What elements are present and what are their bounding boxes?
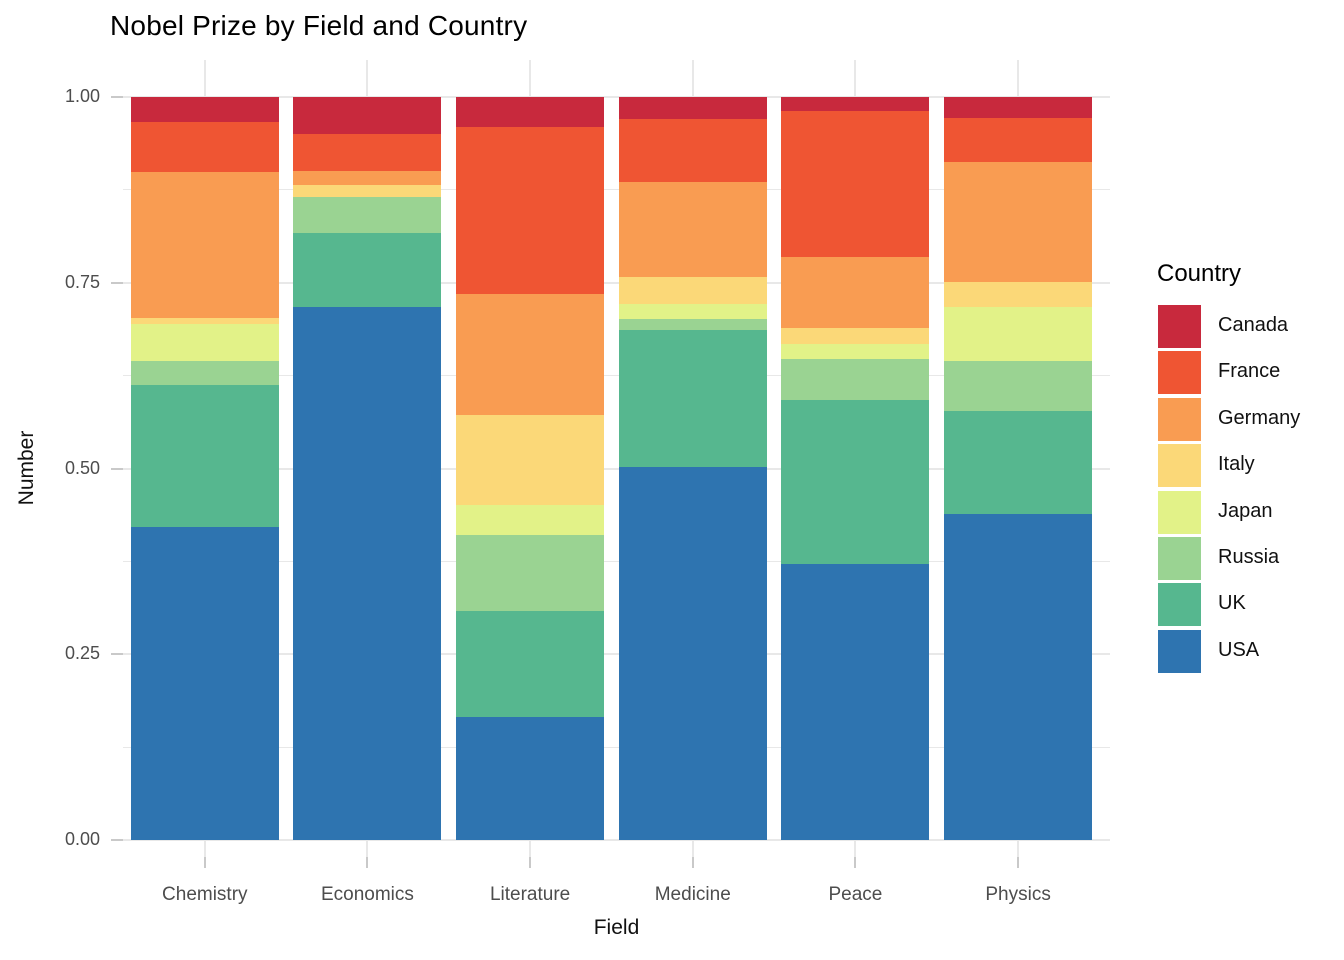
bar-segment-physics-usa: [944, 513, 1093, 840]
bar-segment-physics-uk: [944, 411, 1093, 514]
bar-segment-peace-italy: [781, 328, 930, 344]
bar-segment-economics-italy: [293, 184, 442, 198]
bar-segment-literature-usa: [456, 716, 605, 840]
legend-label-russia: Russia: [1218, 546, 1280, 568]
x-tick: [691, 857, 694, 868]
bar-segment-chemistry-germany: [130, 172, 279, 319]
legend-swatch-japan: [1158, 490, 1201, 534]
bar-segment-peace-canada: [781, 97, 930, 112]
gridline-minor-y: [123, 375, 1110, 377]
bar-segment-literature-france: [456, 126, 605, 294]
bar-segment-economics-uk: [293, 232, 442, 308]
bar-segment-literature-italy: [456, 415, 605, 505]
bar-segment-chemistry-russia: [130, 360, 279, 385]
gridline-major-y: [123, 653, 1110, 656]
bar-segment-chemistry-france: [130, 121, 279, 173]
bar-segment-medicine-germany: [618, 181, 767, 277]
plot-panel: [123, 60, 1110, 857]
legend-swatch-uk: [1158, 583, 1201, 627]
bar-segment-literature-russia: [456, 534, 605, 612]
y-tick: [111, 653, 123, 656]
bar-segment-medicine-usa: [618, 467, 767, 840]
bar-segment-physics-russia: [944, 360, 1093, 412]
y-tick: [111, 96, 123, 98]
bar-segment-chemistry-uk: [130, 384, 279, 528]
x-tick-label: Physics: [985, 884, 1051, 905]
gridline-major-y: [123, 467, 1110, 470]
legend-label-japan: Japan: [1218, 499, 1273, 522]
legend-swatch-france: [1158, 351, 1201, 395]
x-tick: [1017, 857, 1020, 868]
bar-segment-peace-uk: [781, 400, 930, 565]
bar-segment-literature-canada: [456, 97, 605, 127]
bar-segment-literature-germany: [456, 293, 605, 415]
y-tick-label: 0.00: [64, 829, 100, 849]
y-tick-label: 0.25: [64, 643, 100, 664]
legend-label-italy: Italy: [1218, 453, 1255, 476]
gridline-major-y: [123, 281, 1110, 284]
legend-label-germany: Germany: [1218, 406, 1301, 429]
gridline-minor-y: [123, 560, 1110, 562]
gridline-major-y: [123, 96, 1110, 98]
chart-title: Nobel Prize by Field and Country: [110, 10, 528, 41]
bar-segment-physics-germany: [944, 162, 1093, 282]
x-tick: [203, 857, 206, 868]
gridline-minor-y: [123, 746, 1110, 748]
bar-segment-economics-germany: [293, 170, 442, 185]
legend-swatch-russia: [1158, 537, 1201, 580]
bar-segment-physics-canada: [944, 97, 1093, 118]
legend-label-uk: UK: [1218, 592, 1246, 615]
x-tick: [366, 857, 369, 868]
x-axis-title: Field: [593, 916, 640, 939]
x-tick: [854, 857, 857, 868]
gridline-major-y: [123, 839, 1110, 841]
bar-segment-peace-france: [781, 111, 930, 257]
legend-label-france: France: [1218, 360, 1281, 383]
y-tick-label: 0.75: [64, 271, 100, 292]
bar-segment-economics-usa: [293, 307, 442, 840]
y-tick: [111, 467, 123, 470]
x-tick-label: Peace: [828, 884, 883, 905]
bar-segment-peace-usa: [781, 564, 930, 840]
x-tick-label: Chemistry: [162, 884, 248, 905]
bar-segment-economics-russia: [293, 197, 442, 233]
bar-segment-physics-japan: [944, 307, 1093, 361]
bar-segment-chemistry-canada: [130, 97, 279, 122]
bar-segment-chemistry-italy: [130, 318, 279, 325]
bar-segment-literature-uk: [456, 611, 605, 717]
legend-label-canada: Canada: [1218, 314, 1289, 336]
bar-segment-medicine-canada: [618, 97, 767, 119]
x-tick-label: Economics: [320, 884, 414, 905]
y-tick: [111, 281, 123, 284]
y-tick-label: 0.50: [64, 457, 100, 478]
bar-segment-physics-italy: [944, 282, 1093, 308]
bar-segment-economics-canada: [293, 97, 442, 135]
bar-segment-chemistry-usa: [130, 527, 279, 840]
bar-segment-medicine-russia: [618, 319, 767, 331]
legend-swatch-canada: [1158, 305, 1201, 348]
bar-segment-medicine-france: [618, 118, 767, 182]
legend-title: Country: [1157, 260, 1242, 287]
bar-segment-physics-france: [944, 117, 1093, 163]
bar-segment-peace-russia: [781, 358, 930, 401]
bar-segment-peace-japan: [781, 343, 930, 359]
gridline-minor-y: [123, 189, 1110, 191]
bar-segment-medicine-japan: [618, 303, 767, 320]
x-tick-label: Medicine: [654, 884, 731, 905]
bar-segment-literature-japan: [456, 504, 605, 535]
y-tick: [111, 839, 123, 841]
legend-swatch-usa: [1158, 629, 1201, 673]
x-tick: [529, 857, 532, 868]
bar-segment-peace-germany: [781, 256, 930, 329]
x-tick-label: Literature: [489, 884, 571, 905]
bar-segment-economics-france: [293, 134, 442, 171]
legend-label-usa: USA: [1218, 638, 1260, 661]
bar-segment-chemistry-japan: [130, 324, 279, 361]
bar-segment-medicine-uk: [618, 330, 767, 467]
legend-swatch-germany: [1158, 397, 1201, 441]
bar-segment-medicine-italy: [618, 276, 767, 304]
legend-swatch-italy: [1158, 444, 1201, 488]
y-tick-label: 1.00: [64, 86, 100, 106]
